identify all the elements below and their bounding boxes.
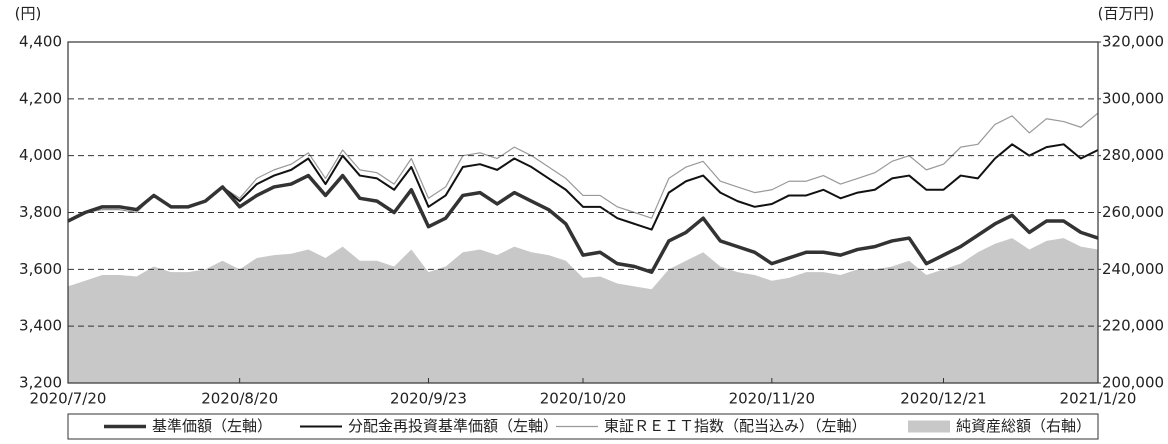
- y2-tick-label: 240,000: [1102, 260, 1164, 278]
- y-axis-unit: (円): [15, 5, 42, 23]
- y-tick-label: 3,800: [19, 203, 62, 221]
- y2-tick-label: 220,000: [1102, 317, 1164, 335]
- legend-label: 純資産総額（右軸）: [956, 417, 1091, 435]
- x-tick-label: 2020/8/20: [201, 390, 278, 408]
- y2-tick-label: 300,000: [1102, 89, 1164, 107]
- area: [68, 238, 1098, 383]
- y2-tick-label: 320,000: [1102, 33, 1164, 51]
- y-tick-label: 3,200: [19, 374, 62, 392]
- y-tick-label: 3,600: [19, 260, 62, 278]
- line: [67, 112, 1099, 222]
- y2-tick-label: 200,000: [1102, 374, 1164, 392]
- line: [67, 143, 1099, 231]
- legend-swatch: [908, 420, 950, 433]
- y2-tick-label: 260,000: [1102, 203, 1164, 221]
- x-tick-label: 2020/10/20: [540, 390, 626, 408]
- x-tick-label: 2020/9/23: [390, 390, 467, 408]
- y-tick-label: 4,000: [19, 146, 62, 164]
- x-tick-label: 2020/11/20: [729, 390, 815, 408]
- y2-axis-unit: (百万円): [1098, 5, 1155, 23]
- x-tick-label: 2021/1/20: [1060, 390, 1137, 408]
- legend-label: 分配金再投資基準価額（左軸）: [348, 417, 558, 435]
- x-tick-label: 2020/7/20: [30, 390, 107, 408]
- legend-label: 基準価額（左軸）: [152, 417, 272, 435]
- legend-box: [67, 413, 1099, 440]
- legend-label: 東証ＲＥＩＴ指数（配当込み）（左軸）: [604, 417, 867, 435]
- y-tick-label: 4,200: [19, 89, 62, 107]
- x-tick-label: 2020/12/21: [900, 390, 986, 408]
- line: [67, 173, 1099, 274]
- y-tick-label: 4,400: [19, 33, 62, 51]
- y2-tick-label: 280,000: [1102, 146, 1164, 164]
- y-tick-label: 3,400: [19, 317, 62, 335]
